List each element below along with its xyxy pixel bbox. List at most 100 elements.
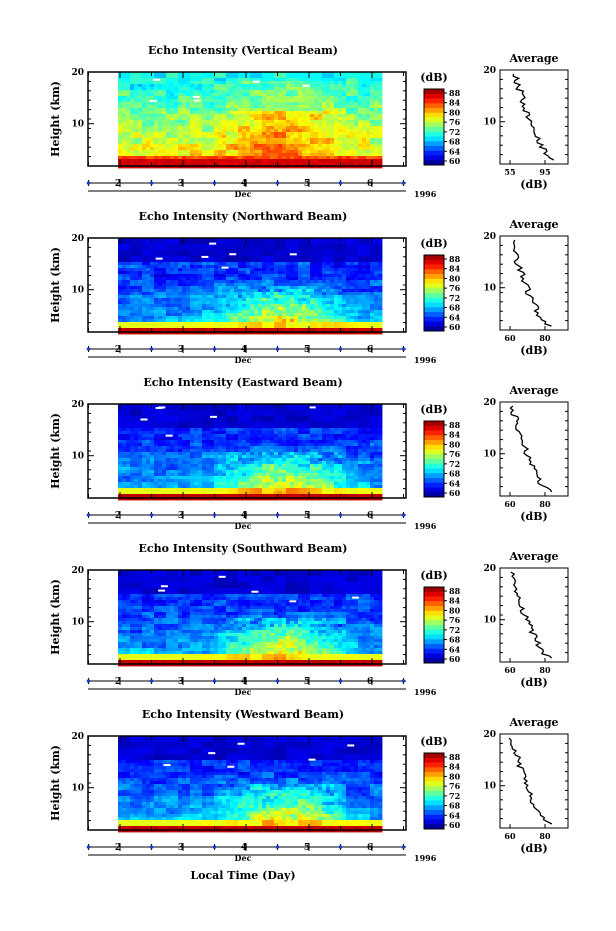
y-tick-label: 10	[71, 452, 84, 462]
colorbar-tick-label: 80	[449, 273, 461, 283]
colorbar-tick-label: 60	[449, 322, 461, 332]
y-tick-label: 10	[71, 286, 84, 296]
profile-x-label: (dB)	[520, 344, 547, 357]
time-marker	[149, 181, 154, 185]
missing-data-mark	[153, 78, 161, 81]
colorbar-tick-label: 64	[449, 312, 461, 322]
colorbar-tick-label: 76	[449, 283, 461, 293]
missing-data-mark	[163, 764, 171, 767]
y-tick-label: 10	[71, 784, 84, 794]
year-label: 1996	[414, 189, 437, 199]
time-marker	[86, 679, 91, 683]
year-label: 1996	[414, 355, 437, 365]
missing-data-mark	[308, 758, 316, 761]
x-tick-label: 6	[367, 677, 373, 687]
missing-data-mark	[149, 100, 157, 103]
missing-data-mark	[289, 600, 297, 603]
x-tick-label: 4	[241, 179, 247, 189]
y-axis-label: Height (km)	[49, 247, 62, 323]
time-marker	[275, 679, 280, 683]
profile-x-label: (dB)	[520, 510, 547, 523]
colorbar-tick-label: 72	[449, 127, 460, 137]
missing-data-mark	[289, 253, 297, 256]
profile-title: Average	[508, 550, 558, 563]
x-tick-label: 2	[115, 345, 121, 355]
colorbar-tick-label: 76	[449, 781, 461, 791]
x-axis-label: Local Time (Day)	[190, 869, 295, 882]
missing-data-mark	[252, 80, 260, 83]
profile-y-tick-label: 10	[483, 118, 496, 128]
panel-title: Echo Intensity (Westward Beam)	[142, 708, 344, 721]
x-tick-label: 3	[178, 511, 184, 521]
time-marker	[401, 679, 406, 683]
missing-data-mark	[155, 257, 163, 260]
missing-data-mark	[140, 418, 148, 421]
x-tick-label: 2	[115, 179, 121, 189]
heatmap-cells	[118, 404, 383, 501]
colorbar-label: (dB)	[420, 403, 447, 416]
x-tick-label: 5	[304, 843, 310, 853]
x-tick-label: 6	[367, 179, 373, 189]
y-tick-label: 20	[71, 234, 84, 244]
profile-y-tick-label: 20	[483, 564, 496, 574]
colorbar-tick-label: 64	[449, 478, 461, 488]
panel-5: Echo Intensity (Westward Beam) Height (km…	[49, 708, 569, 863]
missing-data-mark	[347, 744, 355, 747]
colorbar-tick-label: 88	[449, 88, 461, 98]
missing-data-mark	[209, 242, 217, 245]
profile-x-label: (dB)	[520, 178, 547, 191]
time-marker	[149, 679, 154, 683]
time-marker	[275, 181, 280, 185]
time-marker	[149, 513, 154, 517]
profile-y-tick-label: 10	[483, 616, 496, 626]
colorbar-tick-label: 80	[449, 771, 461, 781]
time-marker	[275, 347, 280, 351]
time-marker	[401, 513, 406, 517]
year-label: 1996	[414, 687, 437, 697]
average-profile-line	[512, 73, 555, 161]
time-marker	[338, 679, 343, 683]
time-marker	[212, 679, 217, 683]
profile-x-tick-label: 60	[504, 831, 516, 841]
year-label: 1996	[414, 853, 437, 863]
profile-y-tick-label: 10	[483, 284, 496, 294]
average-profile-line	[512, 239, 552, 327]
time-marker	[86, 845, 91, 849]
x-tick-label: 4	[241, 511, 247, 521]
x-tick-label: 3	[178, 677, 184, 687]
x-tick-label: 5	[304, 511, 310, 521]
x-tick-label: 5	[304, 677, 310, 687]
colorbar-tick-label: 84	[449, 596, 461, 606]
average-profile-line	[508, 737, 553, 825]
panel-1: Echo Intensity (Vertical Beam) Height (km…	[49, 44, 569, 199]
month-label: Dec	[235, 687, 252, 697]
profile-y-tick-label: 20	[483, 66, 496, 76]
month-label: Dec	[235, 189, 252, 199]
time-marker	[338, 513, 343, 517]
profile-frame	[499, 69, 569, 165]
time-marker	[212, 181, 217, 185]
time-marker	[212, 845, 217, 849]
profile-x-label: (dB)	[520, 842, 547, 855]
colorbar-tick-label: 88	[449, 420, 461, 430]
month-label: Dec	[235, 355, 252, 365]
profile-frame	[499, 401, 569, 497]
missing-data-mark	[229, 253, 237, 256]
profile-frame	[499, 733, 569, 829]
y-axis-label: Height (km)	[49, 745, 62, 821]
time-marker	[338, 845, 343, 849]
heatmap-cells	[118, 570, 383, 667]
y-tick-label: 20	[71, 732, 84, 742]
panel-title: Echo Intensity (Vertical Beam)	[148, 44, 338, 57]
colorbar-tick-label: 80	[449, 107, 461, 117]
profile-x-tick-label: 95	[539, 167, 550, 177]
x-tick-label: 6	[367, 345, 373, 355]
colorbar-tick-label: 68	[449, 137, 461, 147]
profile-y-tick-label: 20	[483, 398, 496, 408]
profile-frame	[499, 235, 569, 331]
x-tick-label: 4	[241, 345, 247, 355]
missing-data-mark	[201, 255, 209, 258]
